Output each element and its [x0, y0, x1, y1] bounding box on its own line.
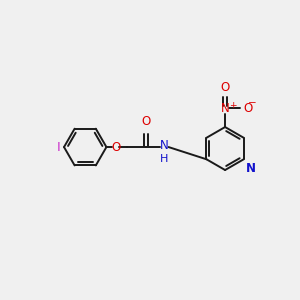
Text: H: H: [160, 154, 169, 164]
Text: O: O: [142, 115, 151, 128]
Text: O: O: [111, 141, 121, 154]
Text: O: O: [244, 102, 253, 115]
Text: N: N: [246, 162, 256, 175]
Text: −: −: [248, 98, 256, 108]
Text: I: I: [57, 141, 61, 154]
Text: O: O: [220, 81, 230, 94]
Text: N: N: [160, 140, 169, 152]
Text: N: N: [221, 102, 230, 115]
Text: +: +: [229, 101, 236, 110]
